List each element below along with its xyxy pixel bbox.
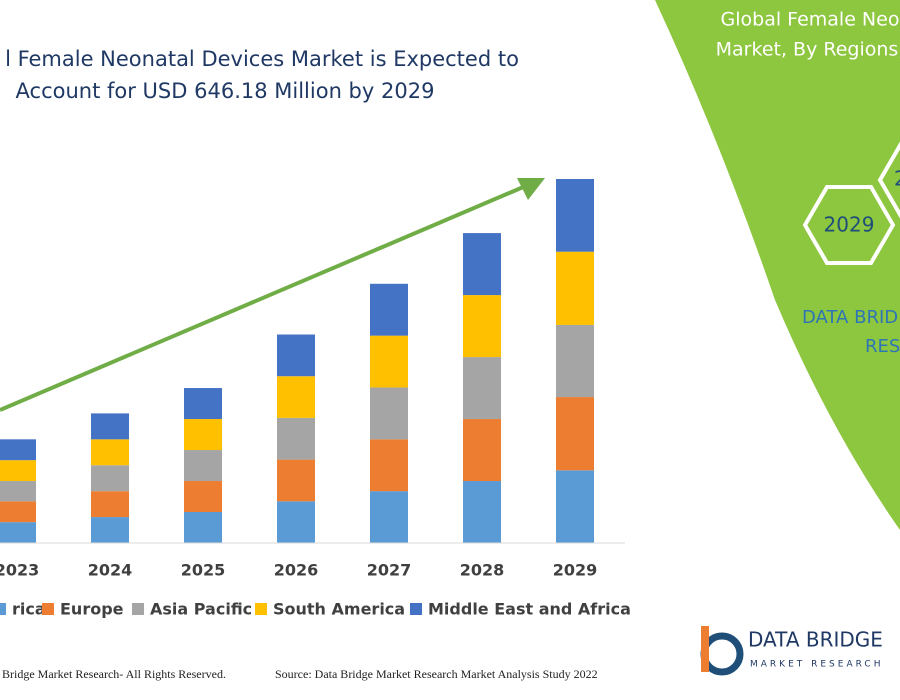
bar-segment <box>0 460 36 482</box>
hexagon <box>802 185 896 265</box>
legend-swatch <box>255 603 267 615</box>
legend-swatch <box>132 603 144 615</box>
bar-segment <box>370 439 408 492</box>
x-tick-label: 2026 <box>274 561 319 580</box>
bar-segment <box>556 470 594 543</box>
bar-segment <box>91 465 129 492</box>
bar-segment <box>463 419 501 482</box>
bar-segment <box>556 397 594 471</box>
bar-segment <box>277 376 315 418</box>
logo-name: DATA BRIDGE <box>748 628 883 652</box>
legend-label: Europe <box>60 600 124 619</box>
hex-year: 2 <box>894 167 900 191</box>
legend-label: South America <box>273 600 405 619</box>
bar-segment <box>463 481 501 543</box>
legend-label: Asia Pacific <box>150 600 252 619</box>
bar-segment <box>370 335 408 388</box>
bar-segment <box>277 334 315 377</box>
chart-title: Account for USD 646.18 Million by 2029 <box>16 79 435 103</box>
bar-segment <box>370 283 408 336</box>
legend-label: rica <box>12 600 46 619</box>
legend-swatch <box>0 603 6 615</box>
x-tick-label: 2027 <box>367 561 412 580</box>
bar-segment <box>91 439 129 466</box>
bar-segment <box>184 419 222 451</box>
bar-segment <box>463 295 501 358</box>
x-tick-label: 2025 <box>181 561 226 580</box>
chart-title: l Female Neonatal Devices Market is Expe… <box>5 47 519 71</box>
legend-label: Middle East and Africa <box>428 600 631 619</box>
bar-segment <box>0 439 36 461</box>
hex-year: 2029 <box>824 213 875 237</box>
bar-segment <box>463 357 501 420</box>
bar-segment <box>0 522 36 543</box>
bar-segment <box>91 413 129 440</box>
x-tick-label: 2029 <box>553 561 598 580</box>
logo: DATA BRIDGE MARKET RESEARCH <box>700 626 883 676</box>
legend-swatch <box>410 603 422 615</box>
logo-tagline: MARKET RESEARCH <box>750 660 883 670</box>
bar-segment <box>277 459 315 502</box>
legend-swatch <box>42 603 54 615</box>
bar-segment <box>556 324 594 398</box>
bar-segment <box>0 501 36 523</box>
bar-segment <box>370 491 408 543</box>
panel-heading: Market, By Regions, <box>716 39 900 61</box>
x-tick-label: 2024 <box>88 561 133 580</box>
green-panel <box>655 0 900 530</box>
bar-segment <box>184 512 222 543</box>
footer-left: Bridge Market Research- All Rights Reser… <box>2 667 226 681</box>
bar-segment <box>556 251 594 325</box>
brand-text: DATA BRID <box>802 307 898 328</box>
panel-heading: Global Female Neo <box>721 9 900 31</box>
bar-segment <box>277 417 315 460</box>
bar-segment <box>184 481 222 513</box>
x-tick-label: 2023 <box>0 561 39 580</box>
bar-segment <box>184 450 222 482</box>
brand-text: RES <box>865 336 900 357</box>
arrow-head <box>517 178 545 200</box>
bar-segment <box>463 233 501 296</box>
bar-segment <box>370 387 408 440</box>
x-tick-label: 2028 <box>460 561 505 580</box>
footer-right: Source: Data Bridge Market Research Mark… <box>275 667 598 681</box>
bar-segment <box>277 501 315 543</box>
bar-segment <box>0 481 36 502</box>
bar-segment <box>184 388 222 420</box>
bar-segment <box>91 491 129 518</box>
bar-segment <box>556 179 594 252</box>
trend-arrow <box>0 183 529 412</box>
bar-segment <box>91 517 129 543</box>
